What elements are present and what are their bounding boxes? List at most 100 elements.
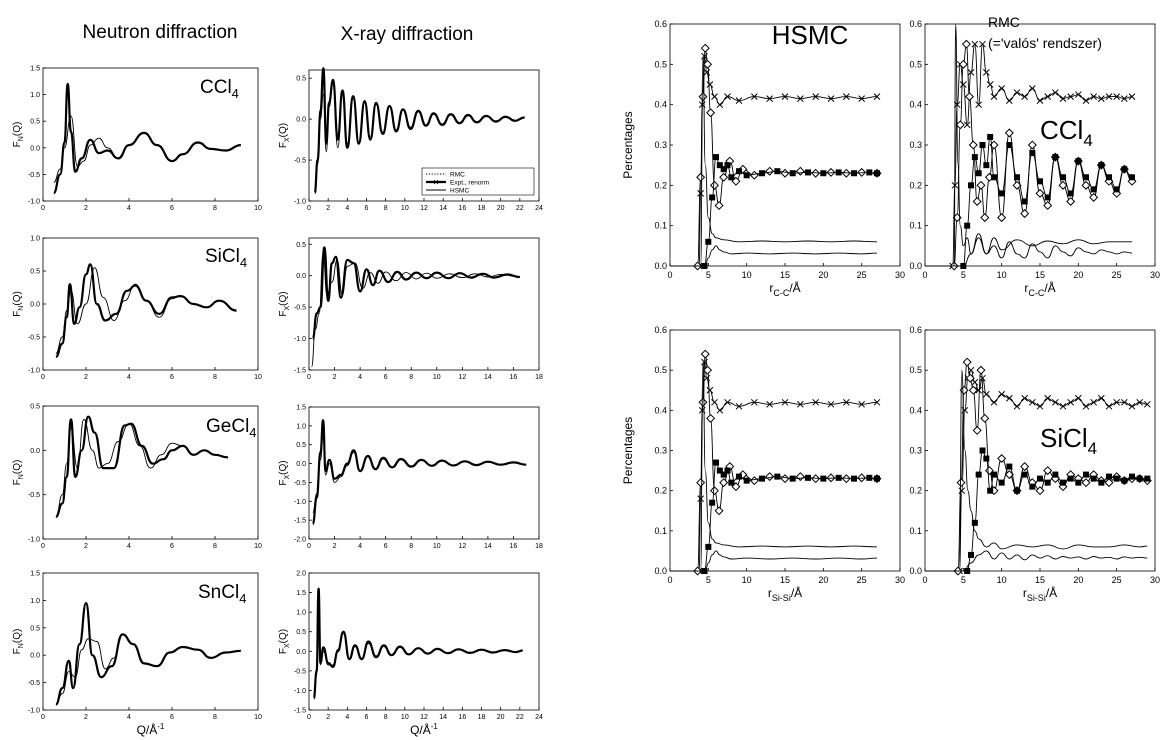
data-point-28 xyxy=(1144,475,1151,482)
data-point-16 xyxy=(1052,471,1059,478)
x-axis-label: rSi-Si/Å xyxy=(768,585,802,603)
chart-n1: 0 2 4 6 8 10 -1.0 -0.5 0.0 0.5 1.0 1.5 FN(Q) CCl4 xyxy=(12,66,262,213)
data-point-19 xyxy=(1067,190,1074,197)
data-point-2 xyxy=(696,478,706,488)
y-axis-label: FN(Q) xyxy=(12,122,25,148)
y-axis-label: FN(Q) xyxy=(12,291,25,317)
data-point-15 xyxy=(1005,97,1013,104)
data-point-6 xyxy=(979,142,986,148)
data-point-12 xyxy=(1005,394,1013,402)
data-point-8 xyxy=(976,365,986,375)
data-point-14 xyxy=(1021,394,1029,402)
series-1 xyxy=(311,253,520,368)
data-point-10 xyxy=(735,402,743,410)
x-tick-label: 0 xyxy=(667,575,672,585)
x-tick-label: 14 xyxy=(439,714,447,721)
x-tick-label: 12 xyxy=(458,374,466,381)
series-line xyxy=(312,587,523,700)
plot-frame xyxy=(308,237,540,371)
data-point-22 xyxy=(1059,95,1067,102)
x-tick-label: 10 xyxy=(433,543,441,550)
data-point-14 xyxy=(765,472,775,482)
data-point-4 xyxy=(713,154,719,161)
data-point-3 xyxy=(971,519,978,526)
y-tick-label: 0.3 xyxy=(654,446,667,456)
data-point-28 xyxy=(1105,93,1113,100)
data-point-16 xyxy=(1020,209,1030,219)
data-point-6 xyxy=(983,455,990,462)
data-point-20 xyxy=(1083,471,1089,478)
series-line xyxy=(670,55,878,267)
data-point-18 xyxy=(1051,398,1059,406)
data-point-13 xyxy=(789,475,796,482)
data-point-27 xyxy=(1120,398,1128,406)
series-1 xyxy=(55,633,241,705)
series-3 xyxy=(924,369,1148,572)
y-tick-label: -1.0 xyxy=(294,199,306,206)
y-tick-label: 0.3 xyxy=(909,446,922,456)
data-point-8 xyxy=(728,479,735,486)
data-point-18 xyxy=(866,169,873,176)
x-tick-label: 10 xyxy=(401,205,409,212)
x-tick-label: 6 xyxy=(170,205,174,212)
data-point-10 xyxy=(990,398,998,406)
data-point-17 xyxy=(1052,154,1059,161)
data-point-18 xyxy=(1060,174,1066,181)
data-point-14 xyxy=(805,169,811,176)
data-point-14 xyxy=(765,166,775,176)
x-tick-label: 12 xyxy=(420,714,428,721)
x-tick-label: 10 xyxy=(997,270,1007,280)
y-tick-label: -0.5 xyxy=(28,492,40,499)
data-point-6 xyxy=(706,108,716,118)
data-point-13 xyxy=(1029,483,1036,490)
data-point-8 xyxy=(728,174,735,181)
xray-heading: X-ray diffraction xyxy=(341,24,474,45)
x-tick-label: 30 xyxy=(1150,270,1160,280)
x-tick-label: 25 xyxy=(857,575,867,585)
data-point-2 xyxy=(705,543,712,550)
plot-frame xyxy=(308,572,540,711)
data-point-16 xyxy=(1036,402,1044,410)
data-point-4 xyxy=(975,471,982,478)
data-point-17 xyxy=(1044,394,1052,402)
data-point-14 xyxy=(796,95,804,102)
y-tick-label: 1.0 xyxy=(296,423,306,430)
x-tick-label: 15 xyxy=(1035,575,1045,585)
x-tick-label: 10 xyxy=(401,714,409,721)
y-tick-label: 0.0 xyxy=(654,261,667,271)
data-point-15 xyxy=(1028,398,1036,406)
data-point-19 xyxy=(874,475,880,482)
data-point-11 xyxy=(759,475,765,482)
data-point-24 xyxy=(1074,91,1082,98)
data-point-22 xyxy=(1098,479,1105,486)
series-0 xyxy=(311,246,520,340)
x-tick-label: 8 xyxy=(409,543,413,550)
data-point-12 xyxy=(986,81,994,88)
data-point-15 xyxy=(1037,178,1043,185)
x-tick-label: 10 xyxy=(433,374,441,381)
data-point-26 xyxy=(1129,473,1135,480)
y-tick-label: 0.1 xyxy=(909,526,922,536)
y-axis-label: FX(Q) xyxy=(278,629,291,654)
x-tick-label: 4 xyxy=(127,374,131,381)
data-point-20 xyxy=(1067,398,1075,406)
x-tick-label: 18 xyxy=(535,543,543,550)
x-tick-label: 20 xyxy=(818,575,828,585)
series-1 xyxy=(313,599,523,695)
y-axis-label: Percentages xyxy=(621,111,635,178)
y-tick-label: 0.6 xyxy=(909,325,922,335)
y-tick-label: 0.3 xyxy=(909,140,922,150)
data-point-9 xyxy=(724,398,731,406)
x-tick-label: 24 xyxy=(535,714,543,721)
y-tick-label: 0.5 xyxy=(909,365,922,375)
data-point-23 xyxy=(1067,93,1075,100)
series-line xyxy=(55,418,228,518)
data-point-2 xyxy=(697,495,705,503)
x-tick-label: 4 xyxy=(358,543,362,550)
data-point-7 xyxy=(724,162,731,169)
series-line xyxy=(924,450,1148,572)
x-tick-label: 4 xyxy=(358,374,362,381)
x-tick-label: 30 xyxy=(895,270,905,280)
data-point-14 xyxy=(805,474,811,481)
